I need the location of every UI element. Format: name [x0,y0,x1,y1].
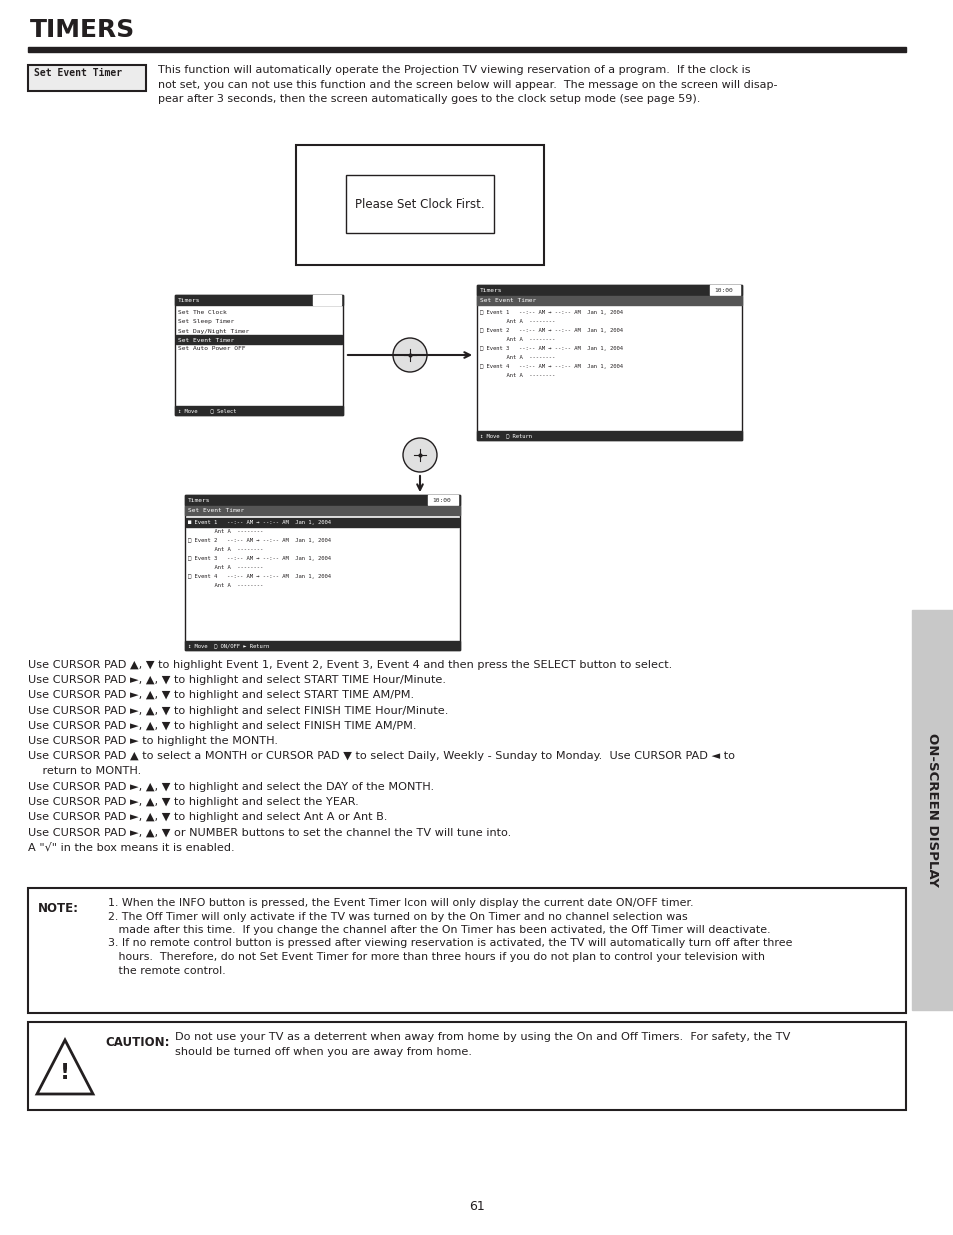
Text: return to MONTH.: return to MONTH. [28,767,141,777]
Text: Set Auto Power OFF: Set Auto Power OFF [178,347,245,352]
Bar [185,495,459,650]
Text: □ Event 4   --:-- AM → --:-- AM  Jan 1, 2004: □ Event 4 --:-- AM → --:-- AM Jan 1, 200… [188,574,331,579]
Text: □ Event 4   --:-- AM → --:-- AM  Jan 1, 2004: □ Event 4 --:-- AM → --:-- AM Jan 1, 200… [479,364,622,369]
Text: 10:00: 10:00 [714,288,733,293]
Text: Ant A  --------: Ant A -------- [486,373,555,378]
Text: Set Day/Night Timer: Set Day/Night Timer [178,329,249,333]
Text: 10:00: 10:00 [432,498,451,503]
Text: hours.  Therefore, do not Set Event Timer for more than three hours if you do no: hours. Therefore, do not Set Event Timer… [108,952,764,962]
Bar [175,335,341,345]
Bar [185,506,459,515]
Text: made after this time.  If you change the channel after the On Timer has been act: made after this time. If you change the … [108,925,770,935]
Text: Timers: Timers [479,288,502,293]
Text: Use CURSOR PAD ► to highlight the MONTH.: Use CURSOR PAD ► to highlight the MONTH. [28,736,277,746]
Bar [346,175,494,233]
Text: Please Set Clock First.: Please Set Clock First. [355,198,484,210]
Text: 2. The Off Timer will only activate if the TV was turned on by the On Timer and : 2. The Off Timer will only activate if t… [108,911,687,921]
Circle shape [402,438,436,472]
Text: Set Event Timer: Set Event Timer [479,298,536,303]
Bar [313,295,340,305]
Bar [174,406,343,415]
Text: 3. If no remote control button is pressed after viewing reservation is activated: 3. If no remote control button is presse… [108,939,792,948]
Text: TIMERS: TIMERS [30,19,135,42]
Bar [28,1023,905,1110]
Text: ON-SCREEN DISPLAY: ON-SCREEN DISPLAY [925,734,939,887]
Text: pear after 3 seconds, then the screen automatically goes to the clock setup mode: pear after 3 seconds, then the screen au… [158,94,700,104]
Text: Use CURSOR PAD ►, ▲, ▼ to highlight and select Ant A or Ant B.: Use CURSOR PAD ►, ▲, ▼ to highlight and … [28,811,387,823]
Text: Do not use your TV as a deterrent when away from home by using the On and Off Ti: Do not use your TV as a deterrent when a… [174,1032,789,1042]
Bar [476,285,741,440]
Text: Use CURSOR PAD ▲, ▼ to highlight Event 1, Event 2, Event 3, Event 4 and then pre: Use CURSOR PAD ▲, ▼ to highlight Event 1… [28,659,672,671]
Bar [28,47,905,52]
Bar [28,65,146,91]
Text: ↕ Move    ▢ Select: ↕ Move ▢ Select [178,408,236,412]
Text: 1. When the INFO button is pressed, the Event Timer Icon will only display the c: 1. When the INFO button is pressed, the … [108,898,693,908]
Text: Set Event Timer: Set Event Timer [178,337,234,342]
Text: Use CURSOR PAD ▲ to select a MONTH or CURSOR PAD ▼ to select Daily, Weekly - Sun: Use CURSOR PAD ▲ to select a MONTH or CU… [28,751,734,761]
Bar [911,610,953,1010]
Text: Use CURSOR PAD ►, ▲, ▼ to highlight and select START TIME Hour/Minute.: Use CURSOR PAD ►, ▲, ▼ to highlight and … [28,676,446,685]
Text: □ Event 1   --:-- AM → --:-- AM  Jan 1, 2004: □ Event 1 --:-- AM → --:-- AM Jan 1, 200… [479,310,622,315]
Text: This function will automatically operate the Projection TV viewing reservation o: This function will automatically operate… [158,65,750,75]
Text: the remote control.: the remote control. [108,966,226,976]
Bar [476,285,741,295]
Text: Set Event Timer: Set Event Timer [34,68,122,78]
Bar [174,295,343,305]
Text: □ Event 3   --:-- AM → --:-- AM  Jan 1, 2004: □ Event 3 --:-- AM → --:-- AM Jan 1, 200… [479,346,622,351]
Text: Set Event Timer: Set Event Timer [188,508,244,513]
Bar [295,144,543,266]
Text: Timers: Timers [178,298,200,303]
Bar [185,495,459,505]
Text: Use CURSOR PAD ►, ▲, ▼ to highlight and select START TIME AM/PM.: Use CURSOR PAD ►, ▲, ▼ to highlight and … [28,690,414,700]
Bar [476,296,741,305]
Text: Use CURSOR PAD ►, ▲, ▼ to highlight and select FINISH TIME AM/PM.: Use CURSOR PAD ►, ▲, ▼ to highlight and … [28,721,416,731]
Bar [709,285,740,295]
Text: Ant A  --------: Ant A -------- [486,354,555,359]
Text: 61: 61 [469,1200,484,1213]
Text: Set The Clock: Set The Clock [178,310,227,315]
Bar [428,495,457,505]
Text: Use CURSOR PAD ►, ▲, ▼ to highlight and select FINISH TIME Hour/Minute.: Use CURSOR PAD ►, ▲, ▼ to highlight and … [28,705,448,715]
Circle shape [393,338,427,372]
Text: NOTE:: NOTE: [38,902,79,915]
Text: A "√" in the box means it is enabled.: A "√" in the box means it is enabled. [28,842,234,852]
Text: Ant A  --------: Ant A -------- [194,564,263,571]
Bar [185,641,459,650]
Bar [28,888,905,1013]
Bar [476,431,741,440]
Bar [186,517,458,527]
Text: not set, you can not use this function and the screen below will appear.  The me: not set, you can not use this function a… [158,79,777,89]
Text: □ Event 3   --:-- AM → --:-- AM  Jan 1, 2004: □ Event 3 --:-- AM → --:-- AM Jan 1, 200… [188,556,331,561]
Text: CAUTION:: CAUTION: [105,1036,170,1049]
Text: Ant A  --------: Ant A -------- [486,337,555,342]
Text: Ant A  --------: Ant A -------- [194,529,263,534]
Text: Timers: Timers [188,498,211,503]
Text: Set Sleep Timer: Set Sleep Timer [178,320,234,325]
Text: ↕ Move  ▢ ON/OFF ► Return: ↕ Move ▢ ON/OFF ► Return [188,643,269,648]
Text: □ Event 2   --:-- AM → --:-- AM  Jan 1, 2004: □ Event 2 --:-- AM → --:-- AM Jan 1, 200… [479,329,622,333]
Text: Use CURSOR PAD ►, ▲, ▼ or NUMBER buttons to set the channel the TV will tune int: Use CURSOR PAD ►, ▲, ▼ or NUMBER buttons… [28,827,511,837]
Text: Ant A  --------: Ant A -------- [194,547,263,552]
Text: Ant A  --------: Ant A -------- [194,583,263,588]
Polygon shape [37,1040,92,1094]
Text: should be turned off when you are away from home.: should be turned off when you are away f… [174,1047,472,1057]
Text: ■ Event 1   --:-- AM → --:-- AM  Jan 1, 2004: ■ Event 1 --:-- AM → --:-- AM Jan 1, 200… [188,520,331,525]
Bar [174,295,343,415]
Text: □ Event 2   --:-- AM → --:-- AM  Jan 1, 2004: □ Event 2 --:-- AM → --:-- AM Jan 1, 200… [188,538,331,543]
Text: Ant A  --------: Ant A -------- [486,319,555,324]
Text: Use CURSOR PAD ►, ▲, ▼ to highlight and select the YEAR.: Use CURSOR PAD ►, ▲, ▼ to highlight and … [28,797,358,806]
Text: Use CURSOR PAD ►, ▲, ▼ to highlight and select the DAY of the MONTH.: Use CURSOR PAD ►, ▲, ▼ to highlight and … [28,782,434,792]
Text: ↕ Move  ▢ Return: ↕ Move ▢ Return [479,433,532,438]
Text: !: ! [60,1063,70,1083]
